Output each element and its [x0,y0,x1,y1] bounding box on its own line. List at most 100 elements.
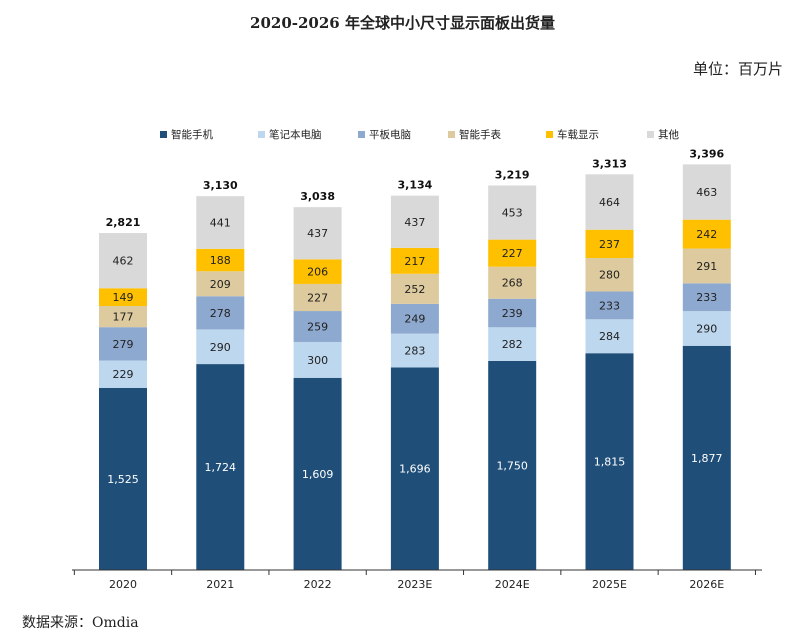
bar-segment-smartphone [390,367,439,570]
bar-segment-smartwatch [488,266,537,299]
legend-item-tablet: 平板电脑 [358,127,411,142]
data-label: 1,609 [302,468,334,481]
bar-segment-auto_display [488,239,537,267]
data-label: 1,696 [399,463,431,476]
bar-segment-other [390,195,439,248]
bar-segment-other [196,196,245,249]
data-label: 149 [113,291,134,304]
bar-segment-auto_display [682,219,731,249]
legend-swatch [160,131,167,138]
total-label: 3,396 [689,147,724,160]
data-label: 284 [599,330,620,343]
bar-segment-notebook [293,341,342,378]
data-label: 453 [502,207,523,220]
legend-label: 平板电脑 [369,129,411,141]
data-label: 280 [599,269,620,282]
bar-segment-auto_display [99,288,147,307]
data-label: 177 [113,311,134,324]
legend-swatch [546,131,553,138]
data-label: 282 [502,338,523,351]
x-tick-label: 2021 [206,578,234,591]
bar-segment-other [99,233,147,289]
data-label: 463 [696,186,717,199]
data-label: 233 [599,299,620,312]
bar-segment-tablet [585,291,634,320]
bar-segment-smartwatch [293,283,342,312]
data-label: 278 [210,307,231,320]
chart-title: 2020-2026 年全球中小尺寸显示面板出货量 [250,14,555,32]
data-label: 464 [599,196,620,209]
bar-segment-smartphone [682,345,731,570]
unit-label: 单位：百万片 [692,60,783,78]
legend-swatch [448,131,455,138]
source-note: 数据来源：Omdia [22,615,139,631]
bar-segment-smartwatch [682,248,731,284]
bar-segment-smartphone [488,360,537,570]
legend-label: 智能手表 [459,129,501,141]
legend-item-notebook: 笔记本电脑 [258,127,322,142]
data-label: 437 [404,216,425,229]
data-label: 252 [404,283,425,296]
bar-segment-other [682,164,731,220]
bar-segment-tablet [293,311,342,342]
data-label: 300 [307,354,328,367]
bar-segment-tablet [488,298,537,328]
data-label: 227 [502,247,523,260]
bar-segment-other [293,207,342,260]
bar-segment-smartwatch [585,258,634,292]
bar-segment-tablet [196,296,245,330]
data-label: 1,815 [594,456,626,469]
data-label: 188 [210,254,231,267]
bar-segment-notebook [585,319,634,354]
total-label: 3,313 [592,157,627,170]
data-label: 462 [113,255,134,268]
total-label: 3,134 [398,179,433,192]
data-label: 229 [113,368,134,381]
data-label: 437 [307,227,328,240]
data-label: 291 [696,260,717,273]
legend-swatch [258,131,265,138]
bar-segment-tablet [682,283,731,312]
bar-segment-smartwatch [196,271,245,297]
bar-segment-notebook [682,311,731,346]
data-label: 242 [696,228,717,241]
bar-segment-smartwatch [390,273,439,304]
bar-segment-auto_display [196,248,245,272]
data-label: 283 [404,345,425,358]
data-label: 279 [113,338,134,351]
data-label: 259 [307,321,328,334]
x-tick-label: 2022 [304,578,332,591]
data-label: 290 [696,322,717,335]
data-label: 249 [404,313,425,326]
bar-segment-tablet [390,303,439,334]
data-label: 1,750 [496,459,528,472]
total-label: 3,038 [300,190,335,203]
legend-item-smartwatch: 智能手表 [448,127,501,142]
data-label: 290 [210,341,231,354]
bar-segment-other [585,174,634,230]
bar-segment-smartphone [293,377,342,570]
bar-segment-auto_display [293,259,342,284]
legend-item-other: 其他 [647,127,679,142]
data-label: 1,525 [107,473,139,486]
bar-segment-notebook [99,360,147,388]
x-tick-label: 2023E [397,578,432,591]
bar-segment-auto_display [390,247,439,274]
data-label: 268 [502,277,523,290]
bar-segment-smartphone [196,364,245,570]
total-label: 3,219 [495,169,530,182]
bar-segment-notebook [390,333,439,368]
legend-label: 车载显示 [557,129,599,141]
legend-label: 其他 [658,129,679,141]
data-label: 1,877 [691,452,723,465]
bar-segment-auto_display [585,229,634,259]
total-label: 3,130 [203,179,238,192]
x-tick-label: 2020 [109,578,137,591]
data-label: 227 [307,291,328,304]
bar-segment-notebook [488,327,537,361]
x-tick-label: 2025E [592,578,627,591]
legend-label: 智能手机 [171,129,213,141]
legend-item-smartphone: 智能手机 [160,127,213,142]
bar-segment-other [488,185,537,240]
